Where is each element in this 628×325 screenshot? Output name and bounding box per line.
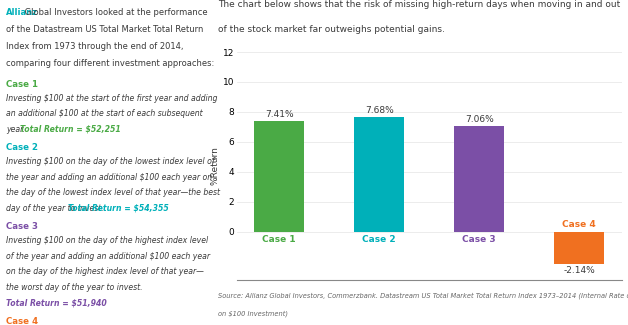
Text: 7.41%: 7.41%: [265, 110, 293, 119]
Text: an additional $100 at the start of each subsequent: an additional $100 at the start of each …: [6, 109, 203, 118]
Text: the day of the lowest index level of that year—the best: the day of the lowest index level of tha…: [6, 188, 220, 197]
Bar: [254, 121, 304, 232]
Text: Case 3: Case 3: [462, 235, 496, 244]
Text: Investing $100 on the day of the lowest index level of: Investing $100 on the day of the lowest …: [6, 157, 215, 166]
Text: Case 1: Case 1: [6, 80, 38, 89]
Text: the worst day of the year to invest.: the worst day of the year to invest.: [6, 283, 143, 292]
Text: of the Datastream US Total Market Total Return: of the Datastream US Total Market Total …: [6, 25, 203, 34]
Y-axis label: %Return: %Return: [211, 146, 220, 185]
Text: Source: Allianz Global Investors, Commerzbank. Datastream US Total Market Total : Source: Allianz Global Investors, Commer…: [218, 292, 628, 299]
Text: Case 4: Case 4: [562, 220, 596, 229]
Text: Case 4: Case 4: [6, 317, 38, 325]
Text: The chart below shows that the risk of missing high-return days when moving in a: The chart below shows that the risk of m…: [218, 0, 620, 9]
Text: Case 1: Case 1: [263, 235, 296, 244]
Text: Index from 1973 through the end of 2014,: Index from 1973 through the end of 2014,: [6, 42, 184, 51]
Text: year.: year.: [6, 125, 28, 134]
Bar: [354, 117, 404, 232]
Text: Total Return = $52,251: Total Return = $52,251: [20, 125, 121, 134]
Text: Case 2: Case 2: [6, 143, 38, 152]
Text: -2.14%: -2.14%: [563, 266, 595, 275]
Bar: [555, 232, 604, 264]
Text: of the year and adding an additional $100 each year: of the year and adding an additional $10…: [6, 252, 210, 261]
Text: the year and adding an additional $100 each year on: the year and adding an additional $100 e…: [6, 173, 212, 182]
Text: 7.06%: 7.06%: [465, 115, 494, 124]
Text: on $100 Investment): on $100 Investment): [218, 310, 288, 317]
Text: day of the year to invest.: day of the year to invest.: [6, 204, 107, 213]
Text: Total Return = $51,940: Total Return = $51,940: [6, 299, 107, 307]
Text: on the day of the highest index level of that year—: on the day of the highest index level of…: [6, 267, 204, 276]
Text: Total Return = $54,355: Total Return = $54,355: [68, 204, 168, 213]
Text: of the stock market far outweighs potential gains.: of the stock market far outweighs potent…: [218, 25, 445, 34]
Text: Investing $100 on the day of the highest index level: Investing $100 on the day of the highest…: [6, 236, 208, 245]
Text: Investing $100 at the start of the first year and adding: Investing $100 at the start of the first…: [6, 94, 218, 103]
Text: Case 3: Case 3: [6, 222, 38, 231]
Text: Case 2: Case 2: [362, 235, 396, 244]
Text: 7.68%: 7.68%: [365, 106, 394, 115]
Text: Global Investors looked at the performance: Global Investors looked at the performan…: [22, 8, 207, 17]
Bar: [454, 126, 504, 232]
Text: comparing four different investment approaches:: comparing four different investment appr…: [6, 59, 215, 68]
Text: Allianz: Allianz: [6, 8, 38, 17]
